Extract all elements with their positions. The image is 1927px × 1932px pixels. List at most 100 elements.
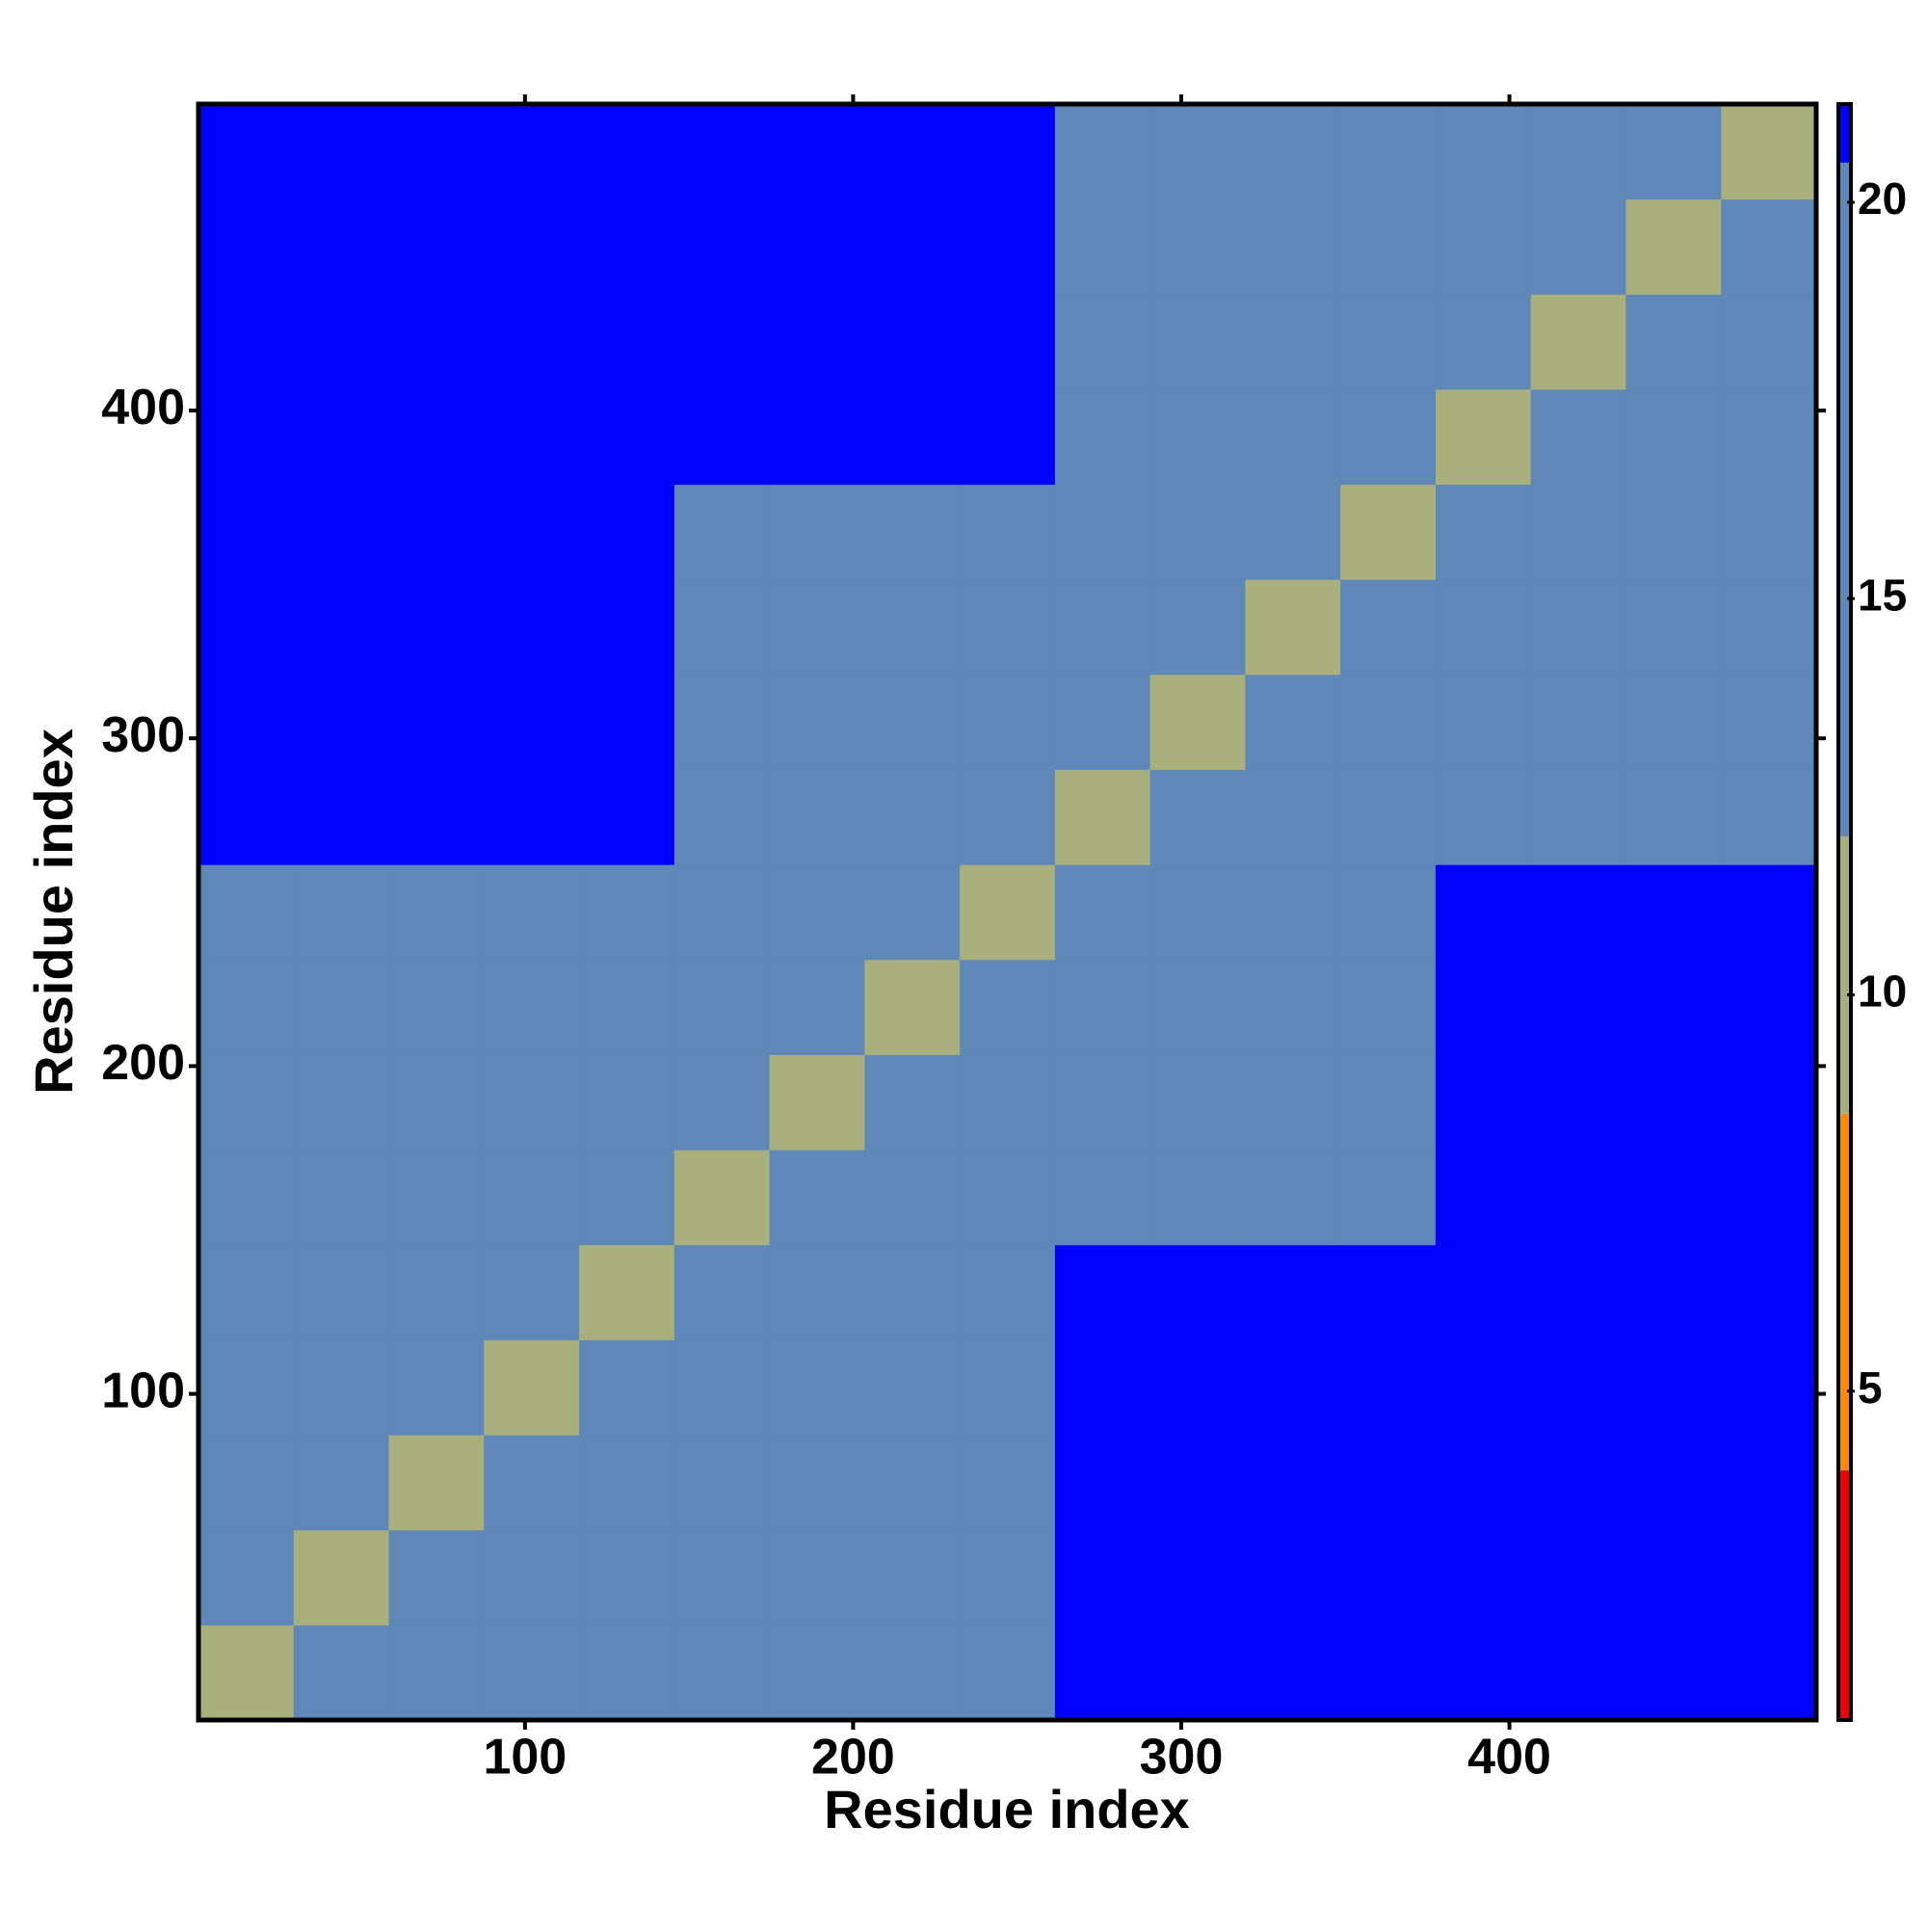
heatmap	[198, 104, 1817, 1721]
heatmap-cell	[198, 484, 295, 580]
heatmap-cell	[1721, 674, 1817, 771]
heatmap-cell	[1435, 1625, 1532, 1721]
heatmap-cell	[1054, 1150, 1151, 1246]
y-tick-label: 100	[101, 1363, 185, 1418]
heatmap-cell	[1435, 1244, 1532, 1340]
heatmap-cell	[769, 1054, 865, 1151]
heatmap-cell	[1245, 1339, 1341, 1436]
heatmap-cell	[673, 1150, 771, 1246]
heatmap-cell	[579, 1244, 675, 1340]
heatmap-cell	[864, 1150, 961, 1246]
heatmap-cell	[579, 1150, 675, 1246]
heatmap-cell	[673, 1625, 771, 1721]
heatmap-cell	[1625, 1339, 1722, 1436]
x-tick-label: 400	[1467, 1730, 1551, 1786]
heatmap-cell	[293, 959, 390, 1055]
heatmap-cell	[960, 1339, 1056, 1436]
heatmap-cell	[1435, 198, 1532, 295]
heatmap-cell	[579, 484, 675, 580]
heatmap-cell	[1340, 1150, 1437, 1246]
heatmap-cell	[1340, 579, 1437, 675]
heatmap-cell	[1625, 674, 1722, 771]
heatmap-cell	[1625, 579, 1722, 675]
heatmap-cell	[579, 769, 675, 865]
heatmap-cell	[1530, 579, 1626, 675]
heatmap-cell	[1721, 579, 1817, 675]
heatmap-cell	[198, 1339, 295, 1436]
heatmap-cell	[1054, 388, 1151, 486]
heatmap-cell	[673, 579, 771, 675]
colorbar-band	[1838, 162, 1851, 836]
heatmap-cell	[388, 674, 485, 771]
heatmap-cell	[1245, 104, 1341, 200]
heatmap-cell	[1054, 959, 1151, 1055]
heatmap-cell	[1340, 1435, 1437, 1531]
heatmap-cell	[293, 1150, 390, 1246]
heatmap-cell	[673, 864, 771, 961]
heatmap-cell	[1435, 1339, 1532, 1436]
heatmap-cell	[769, 294, 865, 390]
colorbar-band	[1838, 1113, 1851, 1470]
heatmap-cell	[769, 198, 865, 295]
heatmap-cell	[1340, 294, 1437, 390]
heatmap-cell	[1245, 388, 1341, 486]
heatmap-cell	[1721, 388, 1817, 486]
heatmap-cell	[1149, 959, 1246, 1055]
heatmap-cell	[579, 294, 675, 390]
colorbar-tick-label: 5	[1858, 1363, 1883, 1413]
heatmap-cell	[1721, 104, 1817, 200]
heatmap-cell	[388, 1054, 485, 1151]
heatmap-cell	[960, 1150, 1056, 1246]
heatmap-cell	[1340, 1054, 1437, 1151]
heatmap-cell	[1530, 1625, 1626, 1721]
heatmap-cell	[1245, 579, 1341, 675]
heatmap-cell	[1721, 1244, 1817, 1340]
heatmap-cell	[1245, 1150, 1341, 1246]
heatmap-cell	[769, 959, 865, 1055]
heatmap-cell	[484, 1054, 580, 1151]
heatmap-cell	[388, 1625, 485, 1721]
heatmap-cell	[579, 1529, 675, 1626]
heatmap-cell	[1340, 484, 1437, 580]
heatmap-cell	[960, 388, 1056, 486]
heatmap-cell	[198, 959, 295, 1055]
heatmap-cell	[1245, 1435, 1341, 1531]
heatmap-cell	[769, 388, 865, 486]
heatmap-cell	[769, 864, 865, 961]
heatmap-cell	[1625, 1150, 1722, 1246]
heatmap-cell	[1721, 959, 1817, 1055]
heatmap-cell	[673, 1244, 771, 1340]
heatmap-cell	[1435, 104, 1532, 200]
heatmap-cell	[579, 388, 675, 486]
heatmap-cell	[293, 864, 390, 961]
heatmap-cell	[293, 294, 390, 390]
heatmap-cell	[1149, 294, 1246, 390]
heatmap-cell	[293, 1529, 390, 1626]
heatmap-cell	[1435, 864, 1532, 961]
heatmap-cell	[579, 1625, 675, 1721]
heatmap-cell	[1435, 1435, 1532, 1531]
heatmap-cell	[769, 1529, 865, 1626]
heatmap-cell	[1245, 294, 1341, 390]
heatmap-cell	[1530, 1054, 1626, 1151]
heatmap-cell	[579, 1054, 675, 1151]
heatmap-cell	[1625, 294, 1722, 390]
heatmap-cell	[864, 1054, 961, 1151]
heatmap-cell	[960, 1529, 1056, 1626]
colorbar-tick-label: 20	[1858, 173, 1907, 224]
heatmap-cell	[1721, 1339, 1817, 1436]
heatmap-cell	[579, 579, 675, 675]
heatmap-cell	[960, 198, 1056, 295]
heatmap-cell	[1245, 1529, 1341, 1626]
heatmap-cell	[769, 769, 865, 865]
heatmap-cell	[1721, 864, 1817, 961]
heatmap-cell	[673, 1435, 771, 1531]
heatmap-cell	[1625, 769, 1722, 865]
heatmap-cell	[484, 484, 580, 580]
heatmap-cell	[1149, 769, 1246, 865]
heatmap-cell	[864, 579, 961, 675]
heatmap-cell	[1245, 864, 1341, 961]
heatmap-cell	[484, 388, 580, 486]
heatmap-cell	[1054, 579, 1151, 675]
heatmap-cell	[1149, 1435, 1246, 1531]
